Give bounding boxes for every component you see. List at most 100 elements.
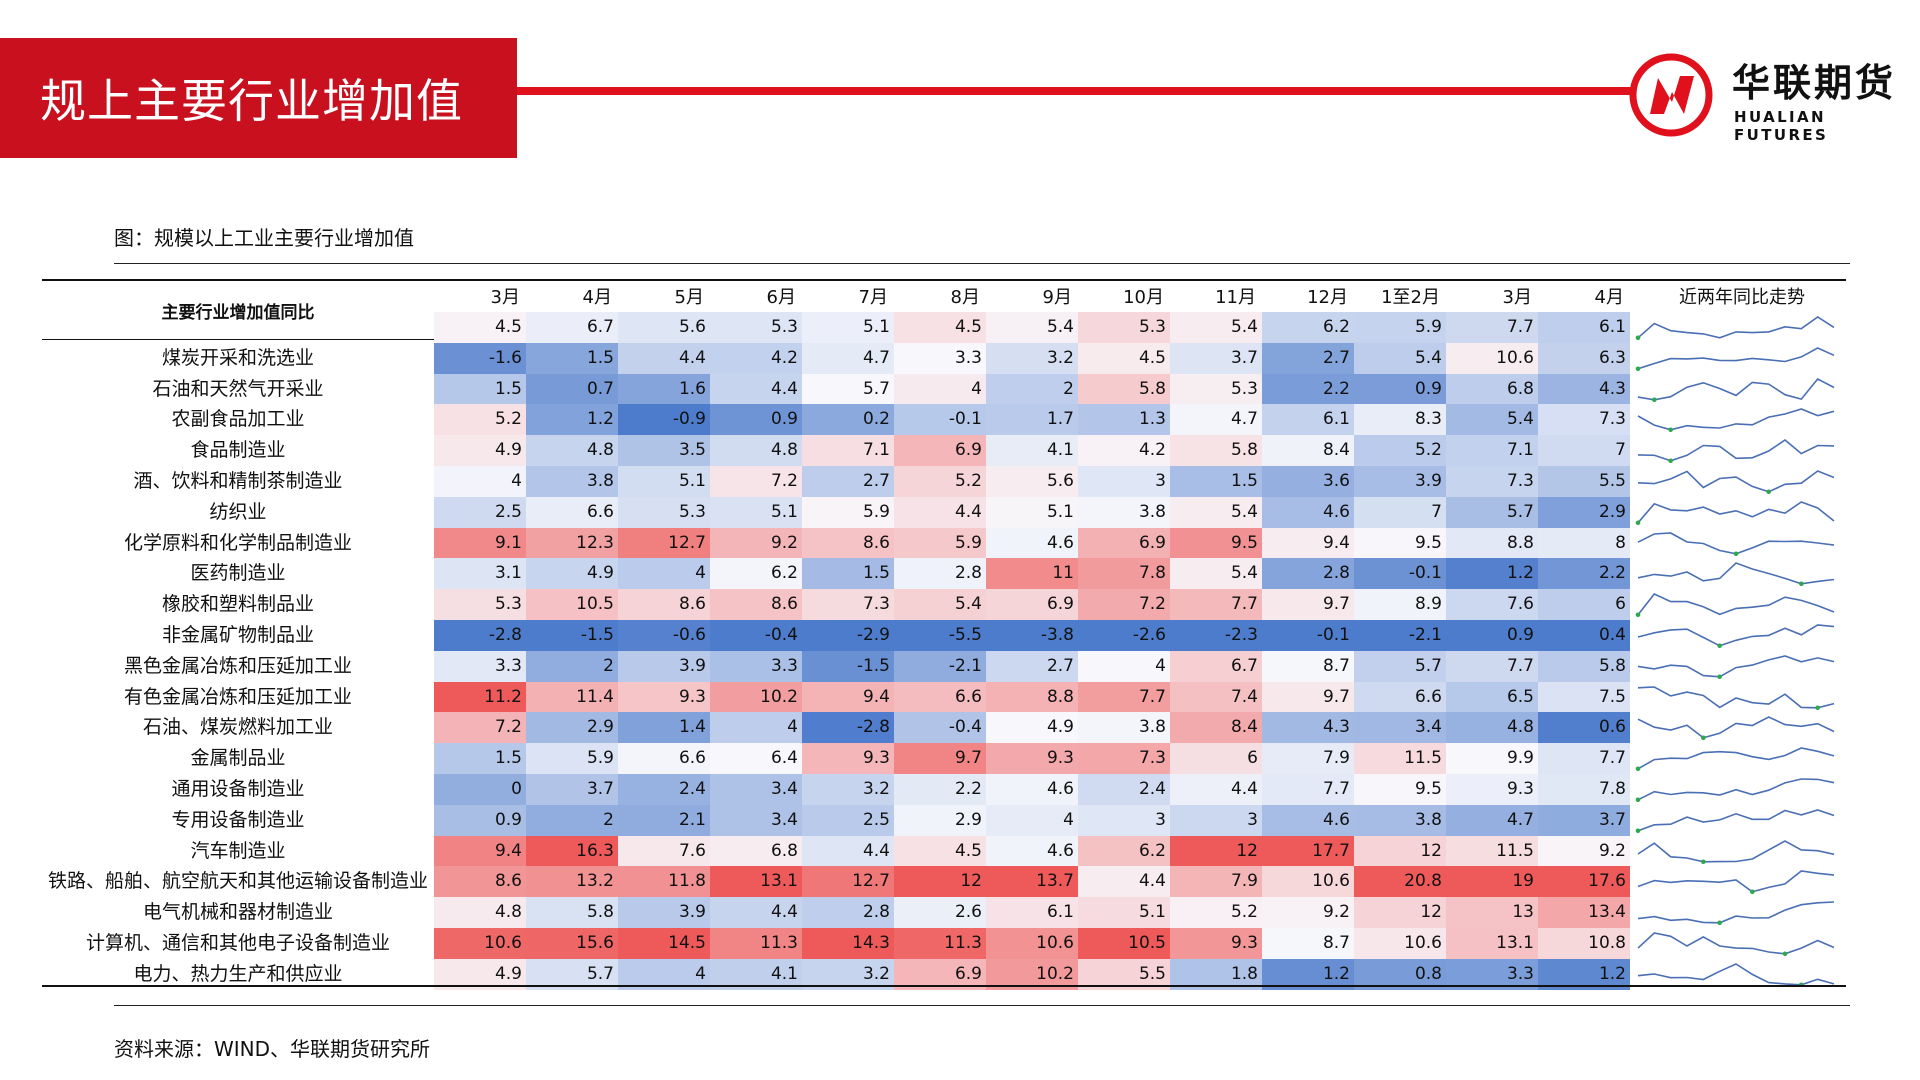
table-row: 化学原料和化学制品制造业 9.1 12.3 12.7 9.2 8.6 5.9 4.6 6.9 9.… [42, 527, 1842, 559]
value-cell: 9.3 [802, 743, 894, 774]
value-cell: 7.3 [1078, 743, 1170, 774]
value-cell: 3 [1078, 804, 1170, 836]
value-cell: -0.1 [1262, 619, 1354, 651]
value-cell: 6.8 [1446, 373, 1538, 405]
value-cell: 2.9 [894, 804, 986, 836]
sparkline-path [1637, 870, 1835, 894]
value-cell: 6.9 [894, 958, 986, 990]
value-cell: 9.9 [1446, 743, 1538, 774]
value-cell: 4.8 [526, 435, 618, 466]
value-cell: 5.1 [986, 496, 1078, 528]
month-header: 3月 [1502, 287, 1532, 308]
sparkline-path [1637, 470, 1835, 493]
value-cell: 4.3 [1262, 712, 1354, 744]
value-cell: -2.8 [434, 619, 526, 651]
value-cell: 6.7 [1170, 650, 1262, 682]
trend-sparkline [1635, 346, 1835, 371]
value-cell: 4.8 [1446, 712, 1538, 744]
value-cell: 13.1 [1446, 927, 1538, 959]
value-cell: 5.6 [618, 312, 710, 343]
heatmap-table: 4.5 6.7 5.6 5.3 5.1 4.5 5.4 5.3 5.4 6.2 5.9 7.7 6.1 煤… [42, 312, 1842, 990]
value-cell: 17.7 [1262, 835, 1354, 867]
value-cell: 9.3 [618, 681, 710, 713]
value-cell: 6.9 [1078, 527, 1170, 559]
value-cell: 10.8 [1538, 927, 1630, 959]
value-cell: 7.3 [1538, 404, 1630, 436]
value-cell: 9.3 [986, 743, 1078, 774]
value-cell: 0.2 [802, 404, 894, 436]
sparkline-min-point [1717, 643, 1722, 649]
month-header-row: 3月 4月 5月 6月 7月 8月 9月 10月 11月 12月 1至2月 3月 4月 [434, 284, 1630, 312]
value-cell: 0.6 [1538, 712, 1630, 744]
value-cell: 5.9 [802, 496, 894, 528]
value-cell: 9.5 [1354, 527, 1446, 559]
value-cell: 7.2 [710, 465, 802, 497]
trend-sparkline [1637, 839, 1835, 864]
value-cell: 4.6 [1262, 496, 1354, 528]
sparkline-min-point [1635, 366, 1641, 371]
value-cell: 3.6 [1262, 465, 1354, 497]
industry-label: 汽车制造业 [190, 839, 286, 862]
trend-sparkline [1637, 932, 1835, 957]
value-cell: 4.4 [710, 373, 802, 405]
value-cell: 1.5 [526, 342, 618, 374]
value-cell: 2.5 [434, 496, 526, 528]
value-cell: 4 [618, 558, 710, 590]
month-header: 7月 [858, 287, 888, 308]
hualian-logo-icon [1629, 53, 1713, 137]
value-cell: 12 [894, 866, 986, 898]
table-row: 石油和天然气开采业 1.5 0.7 1.6 4.4 5.7 4 2 5.8 5.3 2.2 0.9 6.… [42, 373, 1842, 405]
table-row: 专用设备制造业 0.9 2 2.1 3.4 2.5 2.9 4 3 3 4.6 3.8 4.7 3.7 [42, 804, 1842, 836]
table-row: 非金属矿物制品业 -2.8 -1.5 -0.6 -0.4 -2.9 -5.5 -3.8 -2.6… [42, 619, 1842, 651]
value-cell: 12 [1170, 835, 1262, 867]
value-cell: 2 [986, 373, 1078, 405]
value-cell: 4.9 [434, 958, 526, 990]
value-cell: 2.7 [802, 465, 894, 497]
value-cell: 0.4 [1538, 619, 1630, 651]
value-cell: -1.5 [802, 650, 894, 682]
value-cell: 3.9 [1354, 465, 1446, 497]
value-cell: 11.8 [618, 866, 710, 898]
trend-sparkline [1637, 377, 1835, 402]
value-cell: 10.6 [1262, 866, 1354, 898]
value-cell: 6.8 [710, 835, 802, 867]
value-cell: 16.3 [526, 835, 618, 867]
industry-label: 酒、饮料和精制茶制造业 [133, 469, 343, 492]
value-cell: 2.5 [802, 804, 894, 836]
value-cell: 12.7 [618, 527, 710, 559]
value-cell: 8.6 [710, 589, 802, 620]
value-cell: 4.4 [1170, 773, 1262, 805]
value-cell: 5.4 [1170, 558, 1262, 590]
industry-label: 电力、热力生产和供应业 [133, 962, 343, 985]
trend-sparkline [1635, 593, 1835, 618]
sparkline-path [1637, 901, 1835, 924]
value-cell: 4.5 [1078, 342, 1170, 374]
table-row: 电气机械和器材制造业 4.8 5.8 3.9 4.4 2.8 2.6 6.1 5.1 5.2 9.2… [42, 897, 1842, 928]
value-cell: 5.8 [1170, 435, 1262, 466]
value-cell: 5.7 [1446, 496, 1538, 528]
value-cell: 6.6 [1354, 681, 1446, 713]
value-cell: 5.8 [1538, 650, 1630, 682]
value-cell: 6.9 [986, 589, 1078, 620]
value-cell: 12.7 [802, 866, 894, 898]
value-cell: 9.4 [1262, 527, 1354, 559]
table-bottom-rule [42, 985, 1846, 987]
table-row: 铁路、船舶、航空航天和其他运输设备制造业 8.6 13.2 11.8 13.1 12.7 1… [42, 866, 1842, 898]
value-cell: 8.3 [1354, 404, 1446, 436]
value-cell: 8.9 [1354, 589, 1446, 620]
value-cell: 10.6 [434, 927, 526, 959]
value-cell: 4 [986, 804, 1078, 836]
value-cell: 4.5 [894, 835, 986, 867]
value-cell: 4.7 [802, 342, 894, 374]
total-row: 4.5 6.7 5.6 5.3 5.1 4.5 5.4 5.3 5.4 6.2 5.9 7.7 6.1 [42, 312, 1842, 343]
value-cell: 7.7 [1538, 743, 1630, 774]
sparkline-path [1637, 316, 1835, 339]
value-cell: -1.5 [526, 619, 618, 651]
value-cell: 4.6 [986, 835, 1078, 867]
sparkline-min-point [1717, 920, 1722, 926]
value-cell: 5.3 [1170, 373, 1262, 405]
value-cell: 7.2 [434, 712, 526, 744]
sparkline-min-point [1701, 735, 1706, 741]
title-banner: 规上主要行业增加值 [0, 38, 517, 158]
value-cell: 7.7 [1262, 773, 1354, 805]
